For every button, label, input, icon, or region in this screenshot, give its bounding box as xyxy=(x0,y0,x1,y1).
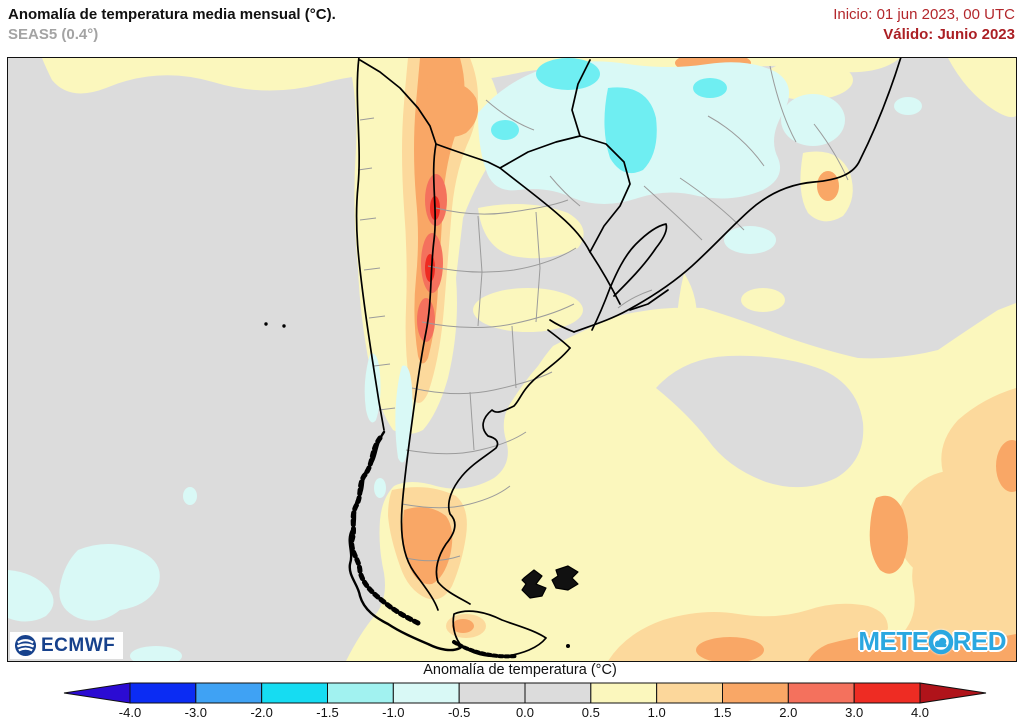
colorbar-cell xyxy=(590,682,658,704)
colorbar-tick-label: -1.5 xyxy=(316,705,338,720)
colorbar-tick-label: -2.0 xyxy=(250,705,272,720)
argentina-bolivia-border xyxy=(435,143,501,169)
colorbar-tick-label: 3.0 xyxy=(845,705,863,720)
map-panel: ECMWF METE RED xyxy=(7,57,1017,662)
paraguay-bolivia-border xyxy=(499,135,581,169)
colorbar-tick-label: -1.0 xyxy=(382,705,404,720)
colorbar-label: Anomalía de temperatura (°C) xyxy=(423,662,617,678)
falkland-islands-east xyxy=(551,565,579,591)
colorbar-tick-label: 0.0 xyxy=(516,705,534,720)
header: Anomalía de temperatura media mensual (°… xyxy=(0,0,1024,57)
colorbar-tick-label: -0.5 xyxy=(448,705,470,720)
colorbar-tick-label: 4.0 xyxy=(911,705,929,720)
fjord-islands xyxy=(349,435,423,627)
colorbar-cell xyxy=(327,682,394,704)
ecmwf-logo-text: ECMWF xyxy=(41,634,116,656)
argentine-coastline xyxy=(435,347,571,605)
colorbar-cell xyxy=(195,682,263,704)
falkland-islands-west xyxy=(521,569,547,599)
colorbar-cell xyxy=(722,682,789,704)
colorbar-tick-label: -4.0 xyxy=(119,705,141,720)
atlantic-coastline xyxy=(573,58,902,333)
colorbar-tick-label: 1.0 xyxy=(648,705,666,720)
misiones-border xyxy=(609,223,668,297)
coastlines-and-borders xyxy=(264,58,902,659)
colorbar-cell xyxy=(129,682,197,704)
anomaly-map-canvas xyxy=(8,58,1016,661)
colorbar-tick-label: 1.5 xyxy=(713,705,731,720)
meteored-logo: METE RED xyxy=(858,626,1006,657)
page-title: Anomalía de temperatura media mensual (°… xyxy=(8,6,336,23)
colorbar-cell xyxy=(853,682,921,704)
colorbar-cell xyxy=(392,682,460,704)
pacific-coastline xyxy=(355,58,385,431)
colorbar-tick-label: 2.0 xyxy=(779,705,797,720)
model-subtitle: SEAS5 (0.4°) xyxy=(8,26,99,43)
colorbar-tick-label: -3.0 xyxy=(185,705,207,720)
init-time-label: Inicio: 01 jun 2023, 00 UTC xyxy=(833,6,1015,23)
tierra-del-fuego xyxy=(452,610,547,658)
colorbar-cell xyxy=(261,682,328,704)
cool-anomaly-regions xyxy=(8,58,922,661)
valid-period-label: Válido: Junio 2023 xyxy=(883,26,1015,43)
colorbar-cell xyxy=(458,682,526,704)
colorbar-arrow-left xyxy=(63,682,131,704)
rio-de-la-plata xyxy=(547,319,575,349)
bolivia-brazil-border xyxy=(571,59,591,137)
ecmwf-globe-icon xyxy=(14,634,37,657)
meteored-cloud-icon xyxy=(928,629,953,654)
meteored-text-left: METE xyxy=(858,626,929,656)
colorbar-cell xyxy=(656,682,724,704)
warm-anomaly-regions xyxy=(42,58,1016,661)
uruguay-brazil-border xyxy=(629,289,669,311)
paraguay-brazil-border xyxy=(579,135,631,253)
colorbar-cell xyxy=(524,682,592,704)
parana-river-border xyxy=(589,251,621,305)
meteored-text-right: RED xyxy=(952,626,1007,656)
ecmwf-logo: ECMWF xyxy=(10,632,124,659)
tierra-del-fuego-south-coast xyxy=(452,640,518,659)
colorbar-tick-label: 0.5 xyxy=(582,705,600,720)
chile-argentina-border xyxy=(400,143,439,611)
pacific-island-dot-2 xyxy=(282,324,286,328)
colorbar-arrow-right xyxy=(919,682,987,704)
isla-de-los-estados xyxy=(566,644,570,648)
argentina-paraguay-border xyxy=(499,167,591,253)
uruguay-river-border xyxy=(591,287,611,331)
colorbar: -4.0 -3.0 -2.0 -1.5 -1.0 -0.5 0.0 0.5 1.0 1.5 2.0 3… xyxy=(63,682,987,720)
pacific-island-dot-1 xyxy=(264,322,268,326)
colorbar-cell xyxy=(787,682,855,704)
chile-bolivia-border xyxy=(359,59,437,145)
